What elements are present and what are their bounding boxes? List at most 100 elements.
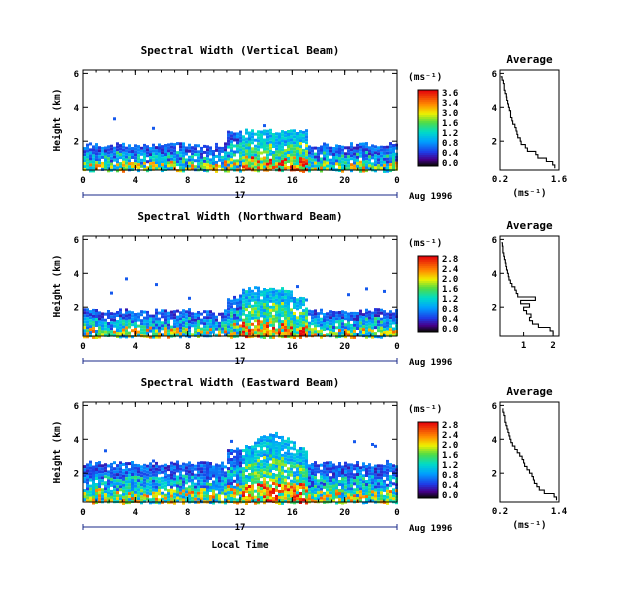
heatmap-cell [386, 312, 389, 316]
colorbar-swatch [418, 305, 438, 308]
heatmap-cell [125, 161, 128, 165]
heatmap-cell [152, 323, 155, 327]
heatmap-cell [344, 479, 347, 483]
heatmap-cell [278, 445, 281, 448]
heatmap-cell [119, 479, 122, 483]
heatmap-cell [389, 478, 392, 482]
heatmap-cell [272, 166, 275, 169]
heatmap-cell [158, 486, 161, 490]
heatmap-cell [212, 486, 215, 490]
heatmap-cell [305, 456, 308, 460]
x-tick-label: 16 [287, 176, 298, 186]
heatmap-cell [296, 494, 299, 498]
heatmap-cell [368, 310, 371, 314]
colorbar: 2.82.42.01.61.20.80.40.0(ms⁻¹) [408, 404, 459, 501]
heatmap-cell [302, 154, 305, 158]
heatmap-cell [383, 497, 386, 501]
heatmap-cell [353, 491, 356, 495]
heatmap-cell [335, 162, 338, 166]
heatmap-cell [146, 467, 149, 471]
heatmap-cell [134, 153, 137, 157]
colorbar-swatch [418, 439, 438, 442]
heatmap-cell [299, 145, 302, 149]
heatmap-cell [368, 316, 371, 320]
heatmap-cell [299, 169, 302, 173]
heatmap-cell [302, 498, 305, 502]
heatmap-cell [305, 153, 308, 157]
heatmap-cell [323, 494, 326, 498]
heatmap-cell [314, 155, 317, 159]
heatmap-cell [197, 156, 200, 160]
heatmap-cell [314, 315, 317, 319]
heatmap-cell [155, 485, 158, 489]
heatmap-cell [371, 147, 374, 151]
heatmap-cell [143, 161, 146, 165]
heatmap-cell [245, 167, 248, 171]
heatmap-cell [263, 297, 266, 300]
heatmap-cell [221, 161, 224, 165]
heatmap-cell [143, 328, 146, 332]
heatmap-cell [371, 487, 374, 491]
heatmap-cell [116, 166, 119, 170]
heatmap-cell [104, 161, 107, 165]
heatmap-cell [146, 319, 149, 323]
heatmap-cell [257, 295, 260, 299]
heatmap-cell [221, 155, 224, 159]
heatmap-cell [350, 163, 353, 167]
heatmap-cell [185, 496, 188, 500]
heatmap-cell [377, 167, 380, 171]
heatmap-cell [311, 149, 314, 153]
heatmap-cell [257, 441, 260, 445]
heatmap-cell [245, 481, 248, 484]
heatmap-cell [146, 145, 149, 149]
heatmap-cell [200, 497, 203, 501]
heatmap-cell [305, 483, 308, 487]
heatmap-cell [374, 320, 377, 324]
heatmap-cell [182, 145, 185, 149]
heatmap-cell [206, 169, 209, 173]
heatmap-cell [176, 324, 179, 328]
heatmap-cell [239, 151, 242, 155]
heatmap-cell [350, 329, 353, 333]
heatmap-cell [224, 333, 227, 337]
heatmap-cell [191, 149, 194, 153]
heatmap-cell [128, 486, 131, 490]
y-tick-label: 2 [74, 304, 79, 314]
heatmap-cell [239, 458, 242, 462]
heatmap-cell [113, 488, 116, 492]
heatmap-cell [260, 302, 263, 306]
heatmap-cell [248, 155, 251, 159]
heatmap-cell [317, 491, 320, 495]
heatmap-cell [218, 473, 221, 477]
heatmap-cell [263, 165, 266, 169]
heatmap-cell [164, 309, 167, 313]
heatmap-cell [251, 165, 254, 169]
heatmap-cell [260, 469, 263, 473]
heatmap-cell [206, 160, 209, 164]
heatmap-cell [263, 138, 266, 142]
heatmap-cell [200, 152, 203, 156]
heatmap-cell [233, 491, 236, 495]
heatmap-cell [104, 312, 107, 316]
heatmap-cell [92, 474, 95, 478]
heatmap-cell [239, 452, 242, 456]
heatmap-cell [362, 486, 365, 490]
heatmap-cell [254, 450, 257, 454]
heatmap-cell [125, 492, 128, 496]
heatmap-cell [266, 475, 269, 479]
heatmap-cell [110, 498, 113, 502]
heatmap-cell [392, 333, 395, 337]
heatmap-cell [389, 163, 392, 167]
heatmap-cell [374, 485, 377, 489]
heatmap-cell [320, 490, 323, 494]
heatmap-cell [110, 465, 113, 469]
x-tick-label: 12 [235, 176, 246, 186]
heatmap-cell [278, 322, 281, 326]
heatmap-cell [311, 466, 314, 469]
heatmap-cell [356, 473, 359, 476]
heatmap-cell [245, 484, 248, 487]
heatmap-cell [212, 465, 215, 469]
heatmap-cell [275, 440, 278, 444]
heatmap-cell [197, 461, 200, 465]
heatmap-cell [392, 467, 395, 471]
